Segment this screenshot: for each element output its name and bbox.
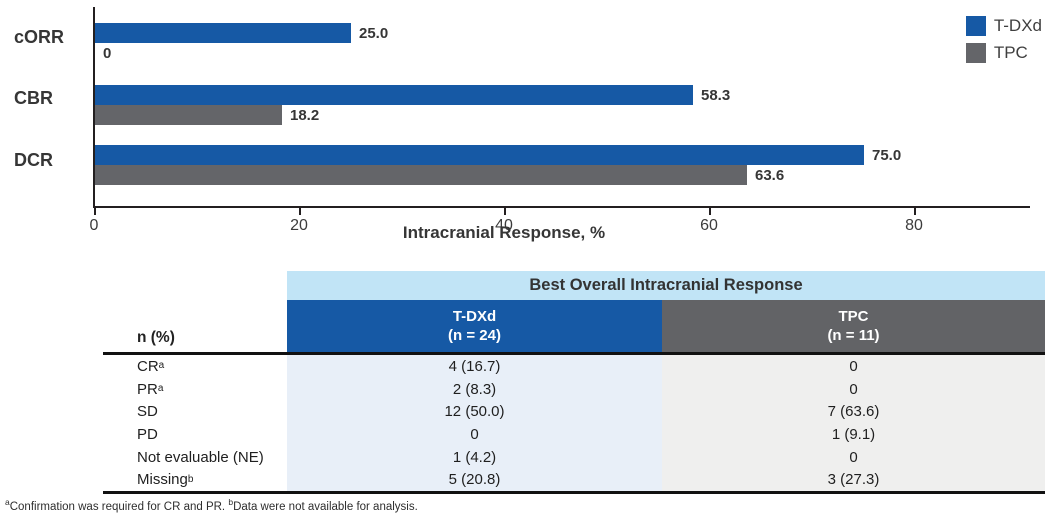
tpc-value-cell: 1 (9.1) <box>662 423 1045 446</box>
tpc-column-sublabel: (n = 11) <box>827 327 880 344</box>
footnote-superscript-a: a <box>5 497 10 508</box>
tdxd-value-cell: 5 (20.8) <box>287 468 662 492</box>
row-label: Not evaluable (NE) <box>137 448 264 466</box>
table-row: CR a 4 (16.7) 0 <box>103 355 1045 378</box>
tpc-dcr-bar <box>95 165 747 185</box>
tdxd-column-label: T-DXd <box>452 308 497 325</box>
x-axis-tick <box>299 206 301 215</box>
bar-row: 63.6 <box>95 165 784 185</box>
x-axis-tick <box>504 206 506 215</box>
legend: T-DXd TPC <box>965 16 1042 63</box>
x-axis-tick-label: 40 <box>495 217 513 234</box>
bar-value-label: 63.6 <box>755 166 785 184</box>
table-row: SD 12 (50.0) 7 (63.6) <box>103 400 1045 424</box>
tpc-value-cell: 3 (27.3) <box>662 468 1045 492</box>
table-title: Best Overall Intracranial Response <box>287 271 1045 300</box>
table-body: CR a 4 (16.7) 0 PR a 2 (8.3) 0 SD 12 (50.0… <box>103 355 1045 492</box>
table-row: Missing b 5 (20.8) 3 (27.3) <box>103 468 1045 492</box>
row-label-cell: PR a <box>137 380 164 398</box>
tpc-column-label: TPC <box>838 308 869 325</box>
footnote-text-a: Confirmation was required for CR and PR. <box>9 501 229 513</box>
tdxd-column-header: T-DXd (n = 24) <box>287 300 662 352</box>
tpc-value-cell: 7 (63.6) <box>662 400 1045 424</box>
tdxd-cbr-bar <box>95 85 693 105</box>
x-axis-line <box>93 206 1030 208</box>
x-axis-tick <box>709 206 711 215</box>
bar-value-label: 0 <box>103 44 112 62</box>
tdxd-value-cell: 4 (16.7) <box>287 355 662 378</box>
row-label: PR <box>137 380 158 398</box>
table-row: PD 0 1 (9.1) <box>103 423 1045 446</box>
category-label-dcr: DCR <box>14 150 53 170</box>
row-label-cell: CR a <box>137 357 165 375</box>
tpc-value-cell: 0 <box>662 355 1045 378</box>
x-axis-tick <box>94 206 96 215</box>
tpc-value-cell: 0 <box>662 377 1045 401</box>
table-column-headers: T-DXd (n = 24) TPC (n = 11) <box>287 300 1045 352</box>
bar-row: 0 <box>95 43 111 63</box>
row-label: Missing <box>137 471 188 489</box>
row-header-label: n (%) <box>137 329 175 346</box>
y-axis-line <box>93 7 95 208</box>
legend-label: TPC <box>993 43 1028 62</box>
footnote-superscript-b: b <box>228 497 234 508</box>
row-label: CR <box>137 357 159 375</box>
row-label: PD <box>137 425 158 443</box>
legend-item-tpc: TPC <box>965 43 1042 63</box>
x-axis-title: Intracranial Response, % <box>402 223 606 242</box>
row-label-cell: Not evaluable (NE) <box>103 446 287 469</box>
bar-value-label: 25.0 <box>359 24 389 42</box>
row-label-cell: SD <box>103 400 287 423</box>
tdxd-value-cell: 12 (50.0) <box>287 400 662 424</box>
tdxd-column-sublabel: (n = 24) <box>448 327 501 344</box>
bar-value-label: 18.2 <box>290 106 320 124</box>
tdxd-value-cell: 0 <box>287 423 662 446</box>
tpc-column-header: TPC (n = 11) <box>662 300 1045 352</box>
tdxd-value-cell: 2 (8.3) <box>287 377 662 401</box>
tpc-cbr-bar <box>95 105 282 125</box>
tdxd-dcr-bar <box>95 145 864 165</box>
x-axis-tick-label: 0 <box>89 217 99 234</box>
x-axis-tick-label: 20 <box>290 217 308 234</box>
category-label-cbr: CBR <box>14 88 53 108</box>
row-label: SD <box>137 403 158 421</box>
bar-row: 75.0 <box>95 145 901 165</box>
category-label-corr: cORR <box>14 27 65 47</box>
x-axis-tick <box>914 206 916 215</box>
bar-row: 25.0 <box>95 23 388 43</box>
row-label-cell: PD <box>103 423 287 446</box>
row-label-cell: Missing b <box>137 471 194 489</box>
legend-label: T-DXd <box>993 16 1042 35</box>
footnote-text-b: Data were not available for analysis. <box>233 501 418 513</box>
table-top-rule <box>103 352 1045 355</box>
table-bottom-rule <box>103 491 1045 494</box>
tdxd-legend-swatch <box>965 16 986 36</box>
tpc-legend-swatch <box>965 43 986 63</box>
x-axis-tick-label: 60 <box>700 217 718 234</box>
table-row: Not evaluable (NE) 1 (4.2) 0 <box>103 445 1045 469</box>
bar-value-label: 75.0 <box>872 146 902 164</box>
tpc-value-cell: 0 <box>662 445 1045 469</box>
bar-value-label: 58.3 <box>701 86 731 104</box>
bar-row: 58.3 <box>95 85 730 105</box>
table-row: PR a 2 (8.3) 0 <box>103 377 1045 401</box>
bar-row: 18.2 <box>95 105 319 125</box>
legend-item-tdxd: T-DXd <box>965 16 1042 36</box>
tdxd-corr-bar <box>95 23 351 43</box>
tdxd-value-cell: 1 (4.2) <box>287 445 662 469</box>
x-axis-tick-label: 80 <box>905 217 923 234</box>
footnote: aConfirmation was required for CR and PR… <box>5 498 418 513</box>
